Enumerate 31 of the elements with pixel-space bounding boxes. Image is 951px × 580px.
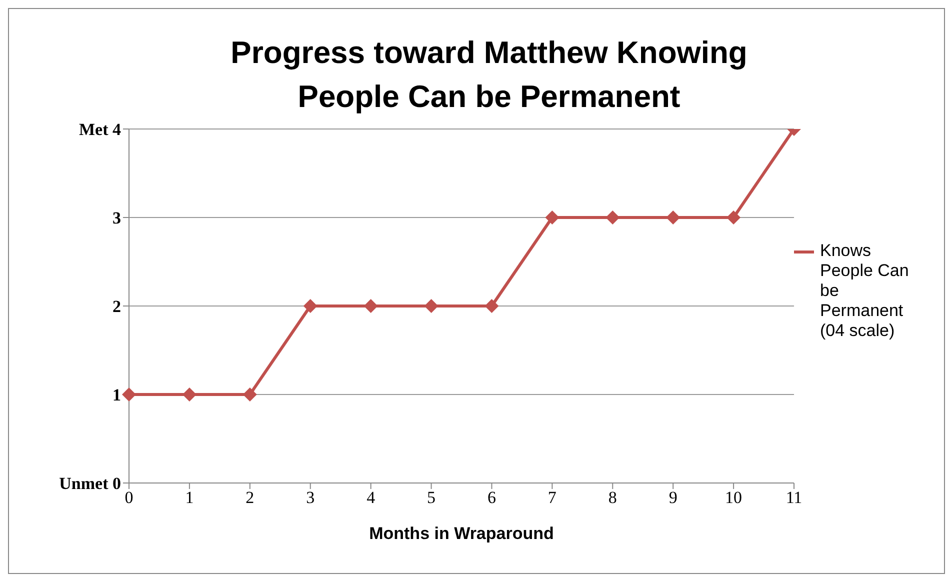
point (545, 210, 560, 224)
x-tick-label: 3 (306, 488, 315, 508)
point (726, 210, 741, 224)
y-tick-label: 2 (112, 297, 121, 316)
x-tick-label: 8 (608, 488, 617, 508)
x-tick-label: 5 (427, 488, 436, 508)
x-axis-title: Months in Wraparound (369, 524, 554, 543)
y-tick-label: Met 4 (78, 120, 122, 140)
x-tick-label: 9 (668, 488, 678, 508)
y-tick-label: Unmet 0 (59, 474, 121, 494)
y-tick-label: 3 (112, 208, 121, 228)
chart-title: Progress toward Matthew Knowing People Can be Permanent (230, 34, 748, 116)
point (484, 299, 499, 313)
point (666, 210, 680, 224)
x-tick-label: 6 (487, 488, 496, 508)
point (242, 388, 257, 402)
x-tick-label: 7 (548, 488, 557, 508)
x-tick-label: 11 (786, 488, 802, 508)
point (182, 388, 196, 402)
x-tick-label: 2 (246, 488, 254, 508)
point (424, 299, 438, 313)
legend-label: Knows People Can be Permanent (04 scale) (820, 241, 910, 341)
x-tick-label: 10 (725, 488, 742, 508)
y-tick-label: 1 (112, 386, 121, 405)
point (606, 210, 620, 224)
point (364, 299, 378, 313)
point (122, 388, 136, 402)
point (303, 299, 318, 313)
x-tick-label: 4 (366, 488, 376, 508)
x-tick-label: 0 (124, 488, 134, 508)
x-tick-label: 1 (185, 488, 194, 508)
